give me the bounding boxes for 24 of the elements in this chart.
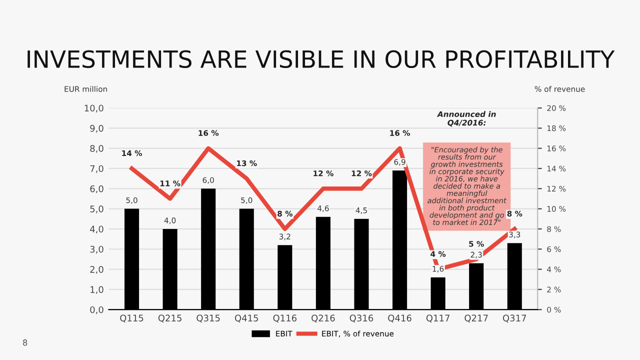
x-tick-label: Q117 bbox=[426, 314, 450, 322]
text: 8 bbox=[22, 339, 28, 346]
x-tick-label: Q216 bbox=[312, 314, 335, 322]
x-tick-label: Q416 bbox=[388, 314, 412, 322]
x-tick-label: Q316 bbox=[350, 314, 374, 322]
x-tick-label: Q415 bbox=[234, 314, 258, 322]
x-tick-label: Q315 bbox=[196, 314, 220, 322]
y-tick-label: 0,0 bbox=[90, 306, 104, 314]
y-tick-label: 8,0 bbox=[90, 145, 104, 153]
y-tick-label: 10,0 bbox=[84, 104, 104, 112]
y-tick-label: 4,0 bbox=[90, 226, 104, 234]
y-tick-label: 7,0 bbox=[90, 165, 104, 173]
y-tick-label: 3,0 bbox=[90, 246, 104, 254]
x-tick-label: Q115 bbox=[120, 314, 144, 322]
y-tick-label: 9,0 bbox=[90, 124, 104, 133]
x-tick-label: Q317 bbox=[502, 314, 526, 322]
x-tick-label: Q217 bbox=[464, 314, 488, 322]
y-tick-label: 5,0 bbox=[90, 206, 104, 214]
y-tick-label: 1,0 bbox=[90, 286, 104, 294]
x-tick-label: Q116 bbox=[273, 314, 297, 322]
y-tick-label: 6,0 bbox=[90, 185, 104, 194]
x-tick-label: Q215 bbox=[158, 314, 182, 322]
chart-title: INVESTMENTS ARE VISIBLE IN OUR PROFITABILITY bbox=[28, 50, 615, 68]
y-tick-label: 2,0 bbox=[90, 266, 104, 274]
